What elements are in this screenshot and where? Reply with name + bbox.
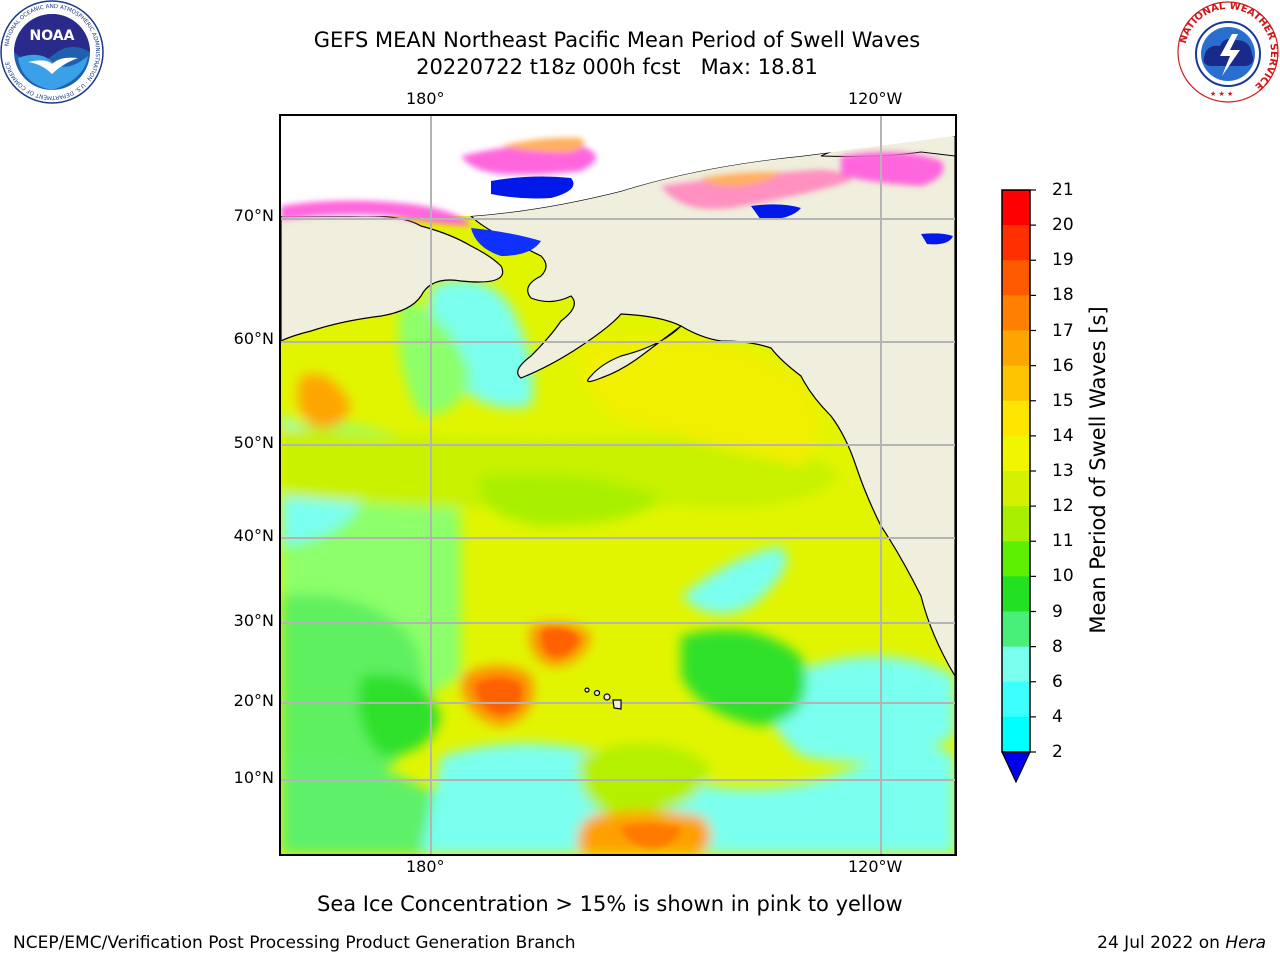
colorbar-title: Mean Period of Swell Waves [s]: [1086, 306, 1110, 634]
nws-logo: NATIONAL WEATHER SERVICE ★ ★ ★: [1176, 0, 1280, 104]
swell-period-hotspots: [476, 628, 681, 848]
colorbar-segment: [1002, 400, 1030, 437]
noaa-logo: NATIONAL OCEANIC AND ATMOSPHERIC ADMINIS…: [0, 0, 104, 104]
colorbar-segment: [1002, 330, 1030, 367]
lat-label-30n: 30°N: [233, 611, 274, 630]
colorbar-segment: [1002, 646, 1030, 683]
colorbar-segment: [1002, 435, 1030, 472]
colorbar-segment: [1002, 471, 1030, 507]
colorbar-tick-label: 8: [1052, 636, 1063, 657]
colorbar-tick-label: 11: [1052, 531, 1074, 552]
colorbar-tick-label: 18: [1052, 285, 1074, 306]
lon-label-120w-top: 120°W: [848, 89, 903, 108]
sea-ice-footnote: Sea Ice Concentration > 15% is shown in …: [317, 892, 903, 916]
colorbar-tick-label: 21: [1052, 180, 1074, 200]
swell-period-field: [281, 279, 955, 854]
date-line: 24 Jul 2022 on Hera: [1097, 932, 1266, 954]
colorbar-tick-label: 6: [1052, 671, 1063, 692]
svg-text:★ ★ ★: ★ ★ ★: [1210, 90, 1233, 98]
lon-label-180-top: 180°: [406, 89, 445, 108]
colorbar-tick-label: 4: [1052, 706, 1063, 727]
lat-label-70n: 70°N: [233, 206, 274, 225]
colorbar-segment: [1002, 716, 1030, 753]
lat-label-50n: 50°N: [233, 433, 274, 452]
colorbar-tick-label: 2: [1052, 742, 1063, 762]
date-text: 24 Jul 2022 on: [1097, 933, 1226, 953]
colorbar-segment: [1002, 681, 1030, 718]
colorbar-segment: [1002, 295, 1030, 331]
colorbar-tick-label: 15: [1052, 390, 1074, 411]
colorbar-segment: [1002, 541, 1030, 577]
lat-label-20n: 20°N: [233, 691, 274, 710]
lon-label-180-bottom: 180°: [406, 857, 445, 876]
lat-label-10n: 10°N: [233, 768, 274, 787]
land-alaska: [469, 135, 955, 854]
map-subtitle: 20220722 t18z 000h fcst Max: 18.81: [416, 55, 818, 79]
colorbar-tick-label: 14: [1052, 425, 1074, 446]
lat-label-40n: 40°N: [233, 526, 274, 545]
map-title: GEFS MEAN Northeast Pacific Mean Period …: [313, 28, 921, 52]
colorbar: [1000, 188, 1040, 788]
noaa-logo-text: NOAA: [30, 28, 75, 44]
colorbar-tick-label: 9: [1052, 601, 1063, 622]
lon-label-120w-bottom: 120°W: [848, 857, 903, 876]
colorbar-tick-label: 12: [1052, 496, 1074, 517]
lat-label-60n: 60°N: [233, 329, 274, 348]
credit-line: NCEP/EMC/Verification Post Processing Pr…: [13, 933, 576, 953]
arctic-blue-ice: [491, 176, 953, 245]
date-host: Hera: [1225, 933, 1266, 953]
colorbar-tick-label: 13: [1052, 461, 1074, 481]
hawaii-islands: [584, 687, 622, 710]
colorbar-tick-label: 16: [1052, 355, 1074, 376]
swell-period-map: [279, 114, 957, 856]
colorbar-tick-label: 19: [1052, 250, 1074, 271]
colorbar-segment: [1002, 260, 1030, 296]
colorbar-segment: [1002, 506, 1030, 542]
bering-strait-ice: [471, 228, 541, 256]
colorbar-tick-label: 17: [1052, 320, 1074, 341]
colorbar-tick-label: 10: [1052, 566, 1074, 587]
colorbar-segment: [1002, 190, 1030, 226]
colorbar-extend-arrow: [1001, 751, 1031, 784]
colorbar-segment: [1002, 611, 1030, 648]
land-siberia: [281, 215, 504, 342]
colorbar-segment: [1002, 225, 1030, 261]
colorbar-tick-label: 20: [1052, 215, 1074, 236]
arctic-ice-white: [281, 116, 955, 216]
colorbar-segment: [1002, 576, 1030, 612]
colorbar-segment: [1002, 365, 1030, 402]
